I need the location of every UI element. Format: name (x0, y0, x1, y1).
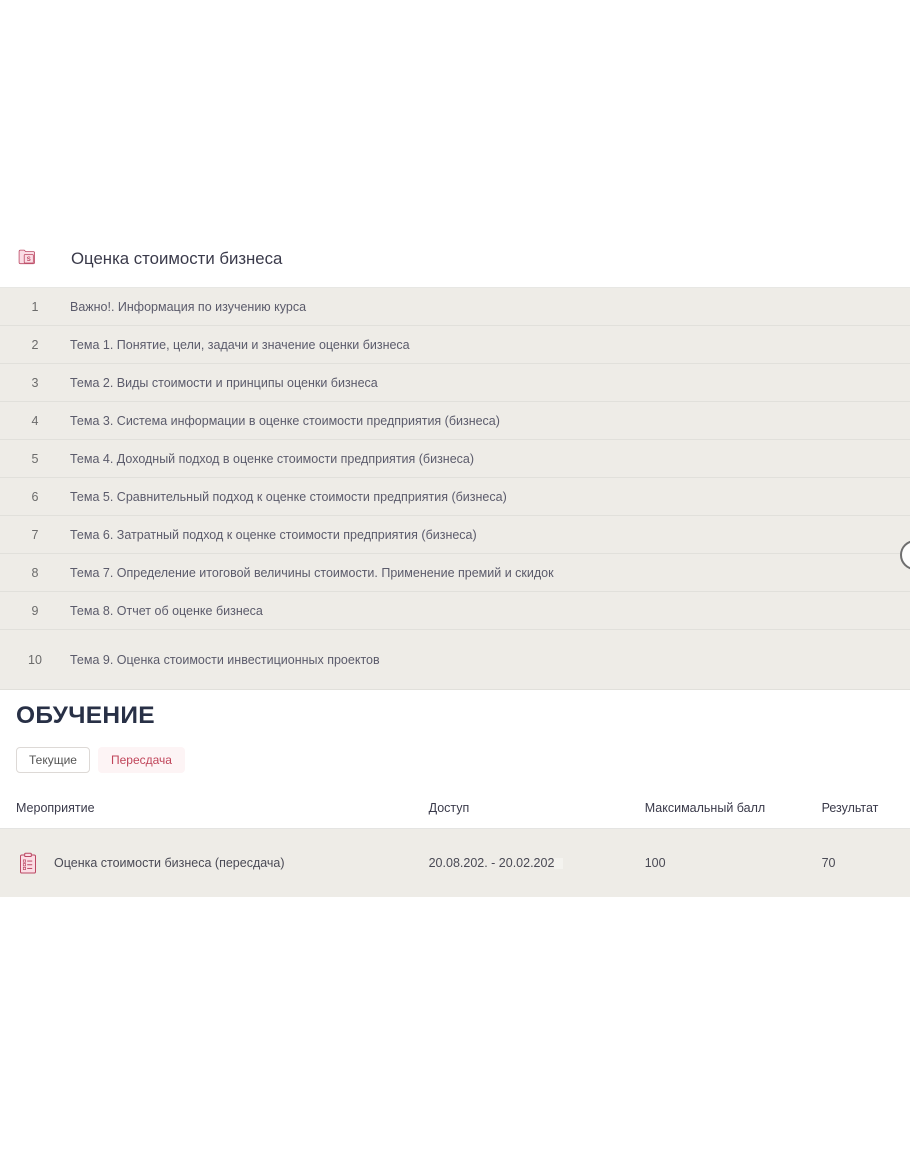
svg-text:S: S (27, 257, 31, 263)
